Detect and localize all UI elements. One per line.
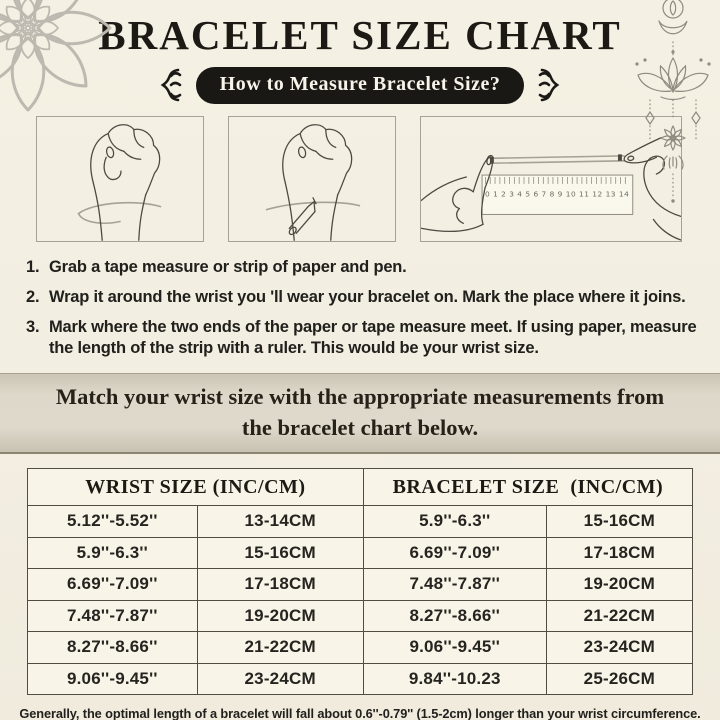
table-header-row: WRIST SIZE (INC/CM) BRACELET SIZE (INC/C…: [27, 468, 694, 507]
table-row: 5.9''-6.3'' 15-16CM 6.69''-7.09'' 17-18C…: [27, 536, 694, 570]
how-to-measure-badge: How to Measure Bracelet Size?: [195, 66, 525, 104]
wrist-size-cm: 13-14CM: [196, 505, 364, 538]
instruction-step: 2. Wrap it around the wrist you 'll wear…: [26, 287, 698, 309]
instruction-step: 1. Grab a tape measure or strip of paper…: [26, 257, 698, 279]
bracelet-size-inch: 6.69''-7.09'': [362, 536, 547, 570]
bracelet-size-cm: 15-16CM: [545, 505, 694, 538]
bracelet-size-cm: 21-22CM: [545, 599, 694, 633]
bracelet-size-cm: 17-18CM: [545, 536, 694, 570]
table-row: 8.27''-8.66'' 21-22CM 9.06''-9.45'' 23-2…: [27, 631, 694, 664]
illustration-wrap-tape: [36, 116, 204, 242]
wrist-size-header: WRIST SIZE (INC/CM): [27, 468, 364, 507]
wrist-size-inch: 5.12''-5.52'': [27, 505, 198, 538]
step-text: Grab a tape measure or strip of paper an…: [49, 258, 407, 276]
match-size-banner: Match your wrist size with the appropria…: [0, 373, 720, 455]
bracelet-size-inch: 7.48''-7.87'': [362, 568, 547, 601]
size-chart-table: WRIST SIZE (INC/CM) BRACELET SIZE (INC/C…: [27, 468, 694, 696]
bracelet-size-inch: 8.27''-8.66'': [362, 599, 547, 633]
wrist-size-inch: 9.06''-9.45'': [27, 662, 198, 696]
wrist-size-inch: 6.69''-7.09'': [27, 568, 198, 601]
step-number: 2.: [26, 287, 40, 306]
wrist-size-inch: 5.9''-6.3'': [27, 536, 198, 570]
bracelet-size-header: BRACELET SIZE (INC/CM): [362, 468, 694, 507]
curly-ornament-right-icon: [539, 68, 560, 102]
mandala-flower-icon: [0, 0, 112, 112]
table-row: 9.06''-9.45'' 23-24CM 9.84''-10.23 25-26…: [27, 662, 694, 696]
bracelet-size-cm: 23-24CM: [545, 631, 694, 664]
step-text: Mark where the two ends of the paper or …: [49, 317, 697, 358]
wrist-size-inch: 8.27''-8.66'': [27, 631, 198, 664]
step-number: 1.: [26, 258, 40, 276]
lotus-ornament-icon: [635, 0, 711, 203]
bracelet-size-cm: 25-26CM: [545, 662, 694, 696]
instruction-list: 1. Grab a tape measure or strip of paper…: [0, 257, 720, 360]
bracelet-size-inch: 5.9''-6.3'': [362, 505, 547, 538]
step-text: Wrap it around the wrist you 'll wear yo…: [49, 287, 686, 306]
curly-ornament-left-icon: [160, 68, 181, 102]
wrist-size-cm: 15-16CM: [196, 536, 364, 570]
wrist-size-cm: 21-22CM: [196, 631, 364, 664]
wrist-size-cm: 17-18CM: [196, 568, 364, 601]
hands-with-ruler-drawing: 0 1 2 3 4 5 6 7 8 9 10 11 12 13 14: [421, 136, 681, 241]
footer-note: Generally, the optimal length of a brace…: [19, 706, 701, 720]
bracelet-size-inch: 9.84''-10.23: [362, 662, 547, 696]
wrist-size-cm: 19-20CM: [196, 599, 364, 633]
illustration-mark-pen: [228, 116, 396, 242]
ruler-numbers: 0 1 2 3 4 5 6 7 8 9 10 11 12 13 14: [485, 190, 629, 199]
hand-with-pen-drawing: [265, 124, 361, 241]
table-row: 6.69''-7.09'' 17-18CM 7.48''-7.87'' 19-2…: [27, 568, 694, 601]
bracelet-size-cm: 19-20CM: [545, 568, 694, 601]
instruction-step: 3. Mark where the two ends of the paper …: [26, 317, 698, 361]
banner-text: Match your wrist size with the appropria…: [55, 384, 665, 441]
wrist-size-inch: 7.48''-7.87'': [27, 599, 198, 633]
bracelet-size-inch: 9.06''-9.45'': [362, 631, 547, 664]
measurement-illustrations: 0 1 2 3 4 5 6 7 8 9 10 11 12 13 14: [0, 116, 720, 242]
page-title: BRACELET SIZE CHART: [98, 12, 622, 58]
badge-row: How to Measure Bracelet Size?: [0, 65, 720, 105]
wrist-size-cm: 23-24CM: [196, 662, 364, 696]
table-row: 7.48''-7.87'' 19-20CM 8.27''-8.66'' 21-2…: [27, 599, 694, 633]
step-number: 3.: [26, 317, 40, 336]
illustration-measure-ruler: 0 1 2 3 4 5 6 7 8 9 10 11 12 13 14: [420, 116, 682, 242]
hand-with-tape-drawing: [77, 124, 162, 241]
table-row: 5.12''-5.52'' 13-14CM 5.9''-6.3'' 15-16C…: [27, 505, 694, 538]
